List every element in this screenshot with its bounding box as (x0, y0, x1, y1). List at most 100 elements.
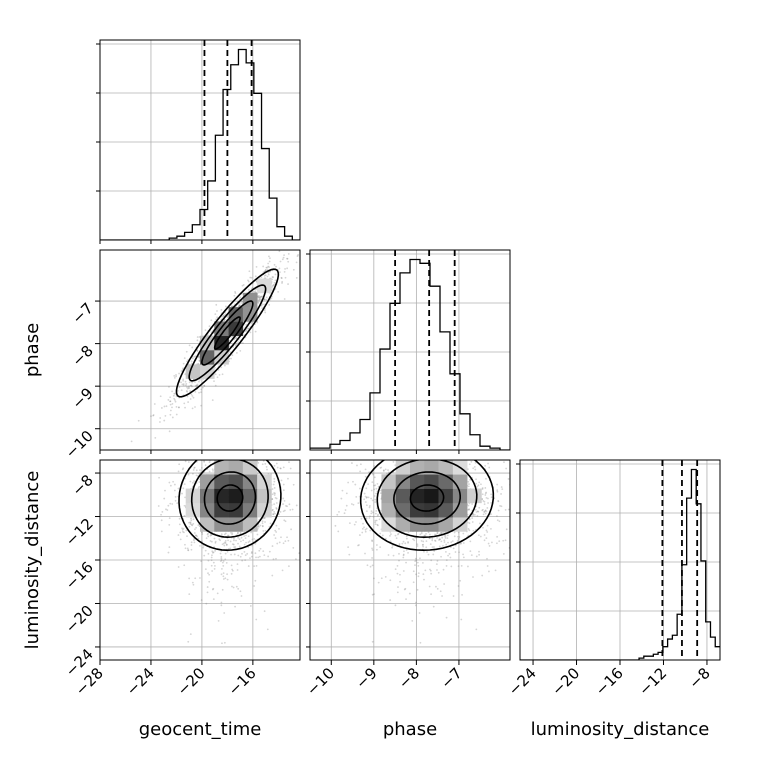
scatter-point (175, 413, 178, 416)
scatter-point (486, 531, 489, 533)
scatter-point (212, 470, 214, 472)
scatter-point (181, 528, 184, 531)
scatter-point (282, 466, 285, 469)
scatter-point (208, 461, 211, 464)
scatter-point (433, 550, 436, 552)
scatter-point (449, 556, 452, 559)
scatter-point (379, 532, 382, 535)
scatter-point (440, 532, 443, 535)
scatter-point (211, 468, 214, 471)
scatter-point (203, 384, 206, 387)
scatter-point (486, 565, 489, 567)
scatter-point (420, 532, 423, 535)
density-cell (228, 460, 244, 475)
scatter-point (250, 322, 253, 325)
scatter-point (420, 540, 423, 542)
scatter-point (477, 534, 480, 537)
contour-line (409, 484, 445, 512)
scatter-point (271, 285, 274, 287)
scatter-point (394, 604, 397, 607)
scatter-point (255, 556, 257, 559)
contour-line (359, 460, 495, 552)
scatter-point (224, 540, 227, 542)
density-cell (395, 517, 411, 532)
scatter-point (295, 277, 298, 279)
scatter-point (247, 280, 250, 283)
scatter-point (209, 540, 212, 542)
scatter-point (394, 568, 397, 571)
scatter-point (432, 437, 434, 439)
scatter-point (273, 464, 276, 467)
scatter-point (273, 263, 276, 266)
x-tick-label-luminosity_distance: −16 (592, 664, 627, 699)
scatter-point (359, 470, 362, 473)
scatter-point (264, 269, 267, 272)
scatter-point (382, 470, 385, 472)
scatter-point (363, 492, 366, 495)
scatter-point (405, 535, 408, 538)
scatter-point (307, 229, 309, 231)
scatter-point (429, 568, 431, 571)
scatter-point (484, 494, 487, 496)
scatter-point (377, 581, 380, 584)
scatter-point (216, 310, 218, 312)
scatter-point (258, 298, 261, 301)
scatter-point (442, 568, 445, 571)
scatter-point (183, 357, 186, 359)
scatter-point (224, 438, 226, 440)
scatter-point (282, 503, 284, 505)
scatter-point (387, 471, 390, 474)
scatter-point (159, 417, 162, 419)
scatter-point (435, 454, 437, 456)
scatter-point (402, 570, 405, 572)
scatter-point (246, 552, 249, 555)
scatter-point (379, 467, 382, 469)
scatter-point (438, 443, 440, 445)
scatter-point (439, 531, 442, 534)
scatter-point (245, 534, 247, 537)
scatter-point (287, 252, 290, 255)
scatter-point (201, 531, 203, 534)
scatter-point (422, 442, 424, 444)
scatter-point (490, 501, 493, 504)
scatter-point (371, 539, 373, 542)
scatter-point (249, 557, 251, 560)
scatter-point (266, 468, 268, 471)
scatter-point (371, 481, 374, 484)
panel-frame (99, 249, 301, 451)
scatter-point (386, 472, 388, 475)
scatter-point (224, 542, 227, 544)
scatter-point (295, 504, 298, 507)
scatter-point (441, 595, 443, 597)
scatter-point (204, 451, 206, 453)
scatter-point (259, 547, 262, 550)
scatter-point (249, 276, 252, 279)
scatter-point (235, 337, 238, 340)
scatter-point (168, 517, 171, 520)
scatter-point (173, 377, 176, 379)
scatter-point (191, 357, 194, 360)
scatter-point (357, 502, 360, 505)
scatter-point (214, 541, 217, 544)
scatter-point (398, 559, 400, 562)
scatter-point (188, 525, 191, 528)
scatter-point (414, 564, 416, 567)
scatter-point (178, 517, 181, 520)
panel-inner (310, 437, 510, 660)
scatter-point (178, 463, 181, 466)
scatter-point (258, 295, 261, 298)
scatter-point (488, 545, 491, 547)
scatter-point (207, 458, 209, 460)
scatter-point (369, 515, 371, 518)
scatter-point (375, 492, 378, 495)
scatter-point (225, 561, 228, 564)
scatter-point (436, 531, 439, 534)
scatter-point (417, 575, 420, 578)
scatter-point (191, 395, 194, 397)
scatter-point (230, 305, 233, 308)
scatter-point (490, 527, 492, 530)
scatter-point (445, 559, 448, 561)
scatter-point (457, 535, 459, 538)
scatter-point (486, 507, 489, 509)
scatter-point (496, 515, 498, 518)
